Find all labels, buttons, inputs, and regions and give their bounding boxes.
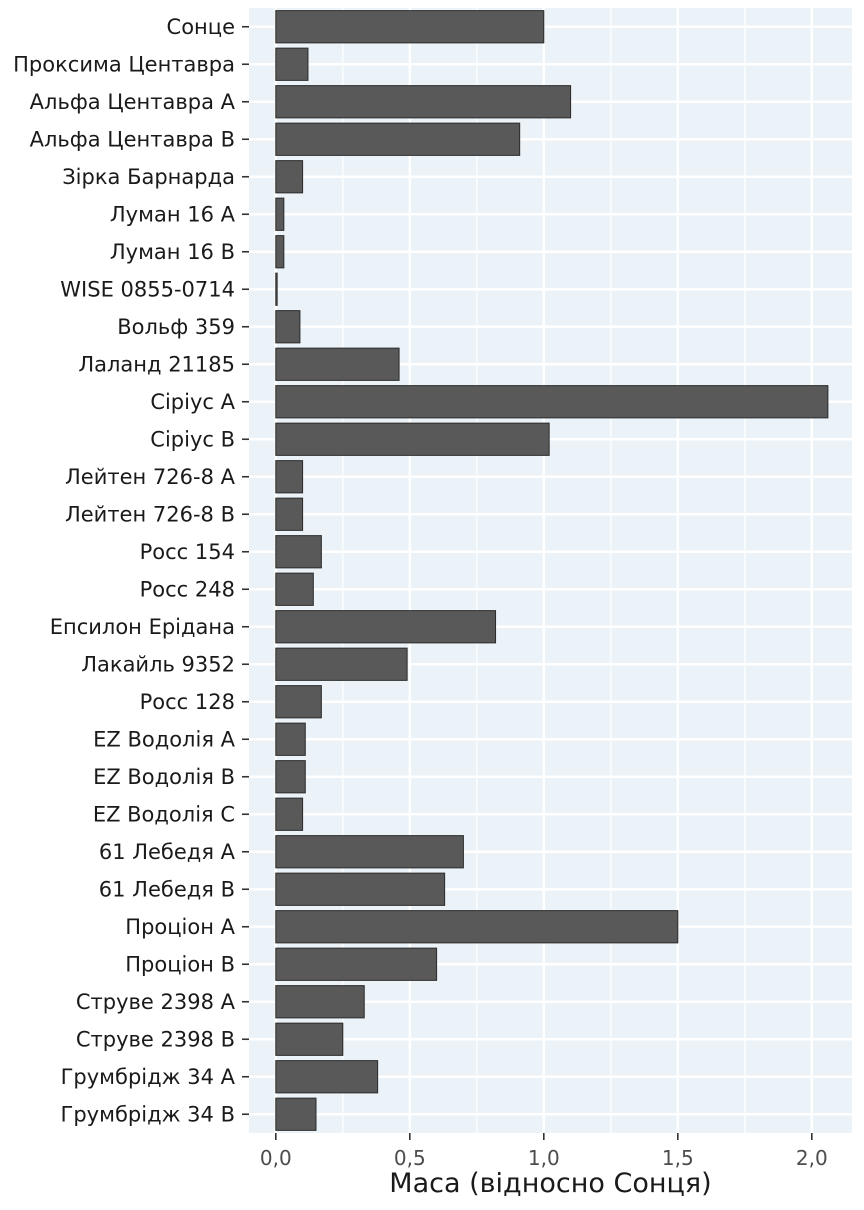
bar bbox=[275, 1060, 379, 1094]
category-label: Росс 248 bbox=[140, 577, 235, 601]
bar bbox=[275, 797, 304, 831]
category-label: 61 Лебедя A bbox=[99, 840, 236, 864]
bar bbox=[275, 497, 304, 531]
category-label: WISE 0855-0714 bbox=[60, 277, 235, 301]
category-label: Лейтен 726-8 B bbox=[65, 502, 235, 526]
category-label: Лейтен 726-8 A bbox=[65, 465, 236, 489]
category-label: Альфа Центавра B bbox=[30, 127, 235, 151]
bar bbox=[275, 947, 438, 981]
bar bbox=[275, 47, 309, 81]
category-label: Грумбрідж 34 A bbox=[61, 1065, 236, 1089]
bar bbox=[275, 460, 304, 494]
category-labels: Сонце Проксима Центавра Альфа Центавра A Ал… bbox=[13, 15, 249, 1126]
category-label: Вольф 359 bbox=[117, 315, 235, 339]
bar bbox=[275, 572, 314, 606]
category-label: Струве 2398 A bbox=[76, 990, 236, 1014]
category-label: 61 Лебедя B bbox=[99, 877, 235, 901]
bar bbox=[275, 122, 521, 156]
category-label: Росс 154 bbox=[140, 540, 235, 564]
x-tick-label: 1,5 bbox=[662, 1146, 694, 1170]
category-label: EZ Водолія A bbox=[93, 727, 236, 751]
category-label: Проціон B bbox=[125, 952, 235, 976]
bar bbox=[275, 610, 497, 644]
category-label: Сіріус B bbox=[150, 427, 235, 451]
bar bbox=[275, 385, 829, 419]
category-label: Луман 16 B bbox=[110, 240, 235, 264]
bar bbox=[275, 272, 278, 306]
category-label: Зірка Барнарда bbox=[62, 165, 235, 189]
bar bbox=[275, 535, 322, 569]
bar bbox=[275, 647, 408, 681]
category-label: Альфа Центавра A bbox=[30, 90, 236, 114]
category-label: Грумбрідж 34 B bbox=[61, 1102, 235, 1126]
category-label: EZ Водолія C bbox=[93, 802, 235, 826]
bar bbox=[275, 347, 400, 381]
category-label: Росс 128 bbox=[140, 690, 235, 714]
bar bbox=[275, 835, 464, 869]
category-label: EZ Водолія B bbox=[93, 765, 235, 789]
bar bbox=[275, 85, 572, 119]
plot-panel bbox=[249, 8, 852, 1133]
category-label: Сонце bbox=[167, 15, 235, 39]
x-tick-labels: 0,0 0,5 1,0 1,5 2,0 bbox=[260, 1133, 828, 1170]
bar bbox=[275, 160, 304, 194]
bar bbox=[275, 235, 285, 269]
bar bbox=[275, 985, 365, 1019]
bar bbox=[275, 1022, 344, 1056]
category-label: Сіріус A bbox=[150, 390, 235, 414]
bar bbox=[275, 760, 306, 794]
x-tick-label: 2,0 bbox=[796, 1146, 828, 1170]
category-label: Проціон A bbox=[125, 915, 235, 939]
bar bbox=[275, 422, 550, 456]
bar bbox=[275, 1097, 317, 1131]
bars bbox=[275, 10, 829, 1131]
bar bbox=[275, 310, 301, 344]
bar bbox=[275, 722, 306, 756]
category-label: Проксима Центавра bbox=[13, 52, 235, 76]
category-label: Лаланд 21185 bbox=[78, 352, 235, 376]
bar bbox=[275, 197, 285, 231]
bar bbox=[275, 910, 679, 944]
x-tick-label: 0,5 bbox=[394, 1146, 426, 1170]
bar bbox=[275, 872, 446, 906]
category-label: Струве 2398 B bbox=[76, 1027, 235, 1051]
bar bbox=[275, 10, 545, 44]
x-tick-label: 1,0 bbox=[528, 1146, 560, 1170]
category-label: Луман 16 A bbox=[110, 202, 236, 226]
x-tick-label: 0,0 bbox=[260, 1146, 292, 1170]
bar bbox=[275, 685, 322, 719]
x-axis-title: Маса (відносно Сонця) bbox=[389, 1168, 711, 1199]
category-label: Епсилон Ерідана bbox=[50, 615, 235, 639]
category-label: Лакайль 9352 bbox=[81, 652, 235, 676]
